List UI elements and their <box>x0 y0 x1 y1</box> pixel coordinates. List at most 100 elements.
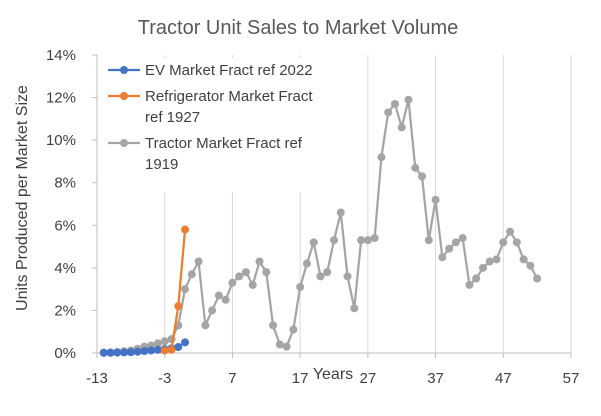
legend-item: Refrigerator Market Fract ref 1927 <box>108 88 313 126</box>
data-point <box>296 283 305 292</box>
y-tick-label: 8% <box>54 175 76 192</box>
data-point <box>418 172 427 181</box>
data-point <box>465 280 474 289</box>
data-point <box>431 195 440 204</box>
data-point <box>316 272 325 281</box>
legend-background <box>104 58 348 192</box>
data-point <box>140 347 149 356</box>
data-point <box>99 348 108 357</box>
data-point <box>377 153 386 162</box>
data-point <box>330 236 338 245</box>
data-point <box>282 342 291 351</box>
axes: -13 -3 7 17 27 37 47 57 0% 2% 4% 6% 8% 10% 12% 14% <box>46 47 579 387</box>
y-tick-label: 4% <box>54 260 76 277</box>
data-point <box>126 348 135 357</box>
data-point <box>478 263 487 272</box>
data-point <box>194 257 203 266</box>
data-point <box>411 163 420 172</box>
data-point <box>160 337 169 346</box>
data-point <box>445 244 454 253</box>
x-tick-label: -13 <box>86 370 108 387</box>
series-2 <box>160 225 190 355</box>
data-point <box>390 99 399 108</box>
data-point <box>309 238 318 247</box>
data-point <box>221 295 230 304</box>
data-point <box>384 108 393 117</box>
legend-item: Tractor Market Fract ref 1919 <box>108 135 303 173</box>
x-tick-label: 17 <box>292 370 309 387</box>
data-point <box>181 285 190 294</box>
data-point <box>363 236 372 245</box>
data-point <box>181 225 190 234</box>
data-point <box>323 268 332 277</box>
data-point <box>235 272 244 281</box>
series-1 <box>99 338 190 357</box>
data-point <box>167 345 176 354</box>
data-point <box>533 274 542 283</box>
series-0 <box>99 95 542 357</box>
legend: EV Market Fract ref 2022 Refrigerator Mar… <box>104 58 348 192</box>
data-point <box>458 234 467 243</box>
data-point <box>153 339 162 348</box>
data-point <box>228 278 237 287</box>
legend-marker <box>120 66 128 74</box>
data-point <box>499 238 508 247</box>
x-tick-label: 47 <box>495 370 512 387</box>
data-point <box>424 236 433 245</box>
x-axis-title: Years <box>313 366 353 383</box>
data-point <box>404 95 413 104</box>
y-axis-title: Units Produced per Market Size <box>14 85 31 311</box>
data-point <box>275 340 284 349</box>
data-point <box>262 268 271 277</box>
data-point <box>526 261 535 270</box>
y-tick-label: 2% <box>54 302 76 319</box>
data-point <box>208 306 217 315</box>
data-point <box>201 321 210 330</box>
legend-label: 1919 <box>145 156 178 173</box>
data-point <box>519 255 528 264</box>
y-tick-label: 10% <box>46 132 76 149</box>
legend-label: ref 1927 <box>145 109 200 126</box>
y-tick-label: 0% <box>54 345 76 362</box>
x-tick-label: -3 <box>158 370 171 387</box>
data-point <box>120 348 129 357</box>
x-tick-label: 7 <box>228 370 236 387</box>
data-point <box>147 346 156 355</box>
data-point <box>133 347 142 356</box>
y-tick-label: 14% <box>46 47 76 64</box>
legend-label: EV Market Fract ref 2022 <box>145 62 313 79</box>
data-point <box>241 268 250 277</box>
y-tick-label: 6% <box>54 217 76 234</box>
data-point <box>370 234 379 243</box>
data-point <box>113 348 122 357</box>
chart-title: Tractor Unit Sales to Market Volume <box>138 17 459 39</box>
data-point <box>397 123 406 132</box>
data-point <box>350 304 359 313</box>
legend-item: EV Market Fract ref 2022 <box>108 62 313 79</box>
data-point <box>106 348 115 357</box>
data-point <box>343 272 352 281</box>
data-point <box>438 253 447 262</box>
data-point <box>174 302 183 311</box>
data-point <box>512 238 521 247</box>
data-point <box>289 325 298 334</box>
data-series <box>99 95 542 357</box>
data-point <box>153 345 162 354</box>
legend-label: Tractor Market Fract ref <box>145 135 303 152</box>
data-point <box>506 227 515 236</box>
x-tick-label: 57 <box>563 370 580 387</box>
data-point <box>269 321 278 330</box>
legend-marker <box>120 92 128 100</box>
x-tick-label: 27 <box>360 370 377 387</box>
data-point <box>187 270 196 279</box>
x-tick-label: 37 <box>427 370 444 387</box>
y-tick-label: 12% <box>46 90 76 107</box>
data-point <box>181 338 190 347</box>
data-point <box>248 280 257 289</box>
data-point <box>472 274 481 283</box>
legend-label: Refrigerator Market Fract <box>145 88 313 105</box>
data-point <box>255 257 264 266</box>
data-point <box>451 238 460 247</box>
